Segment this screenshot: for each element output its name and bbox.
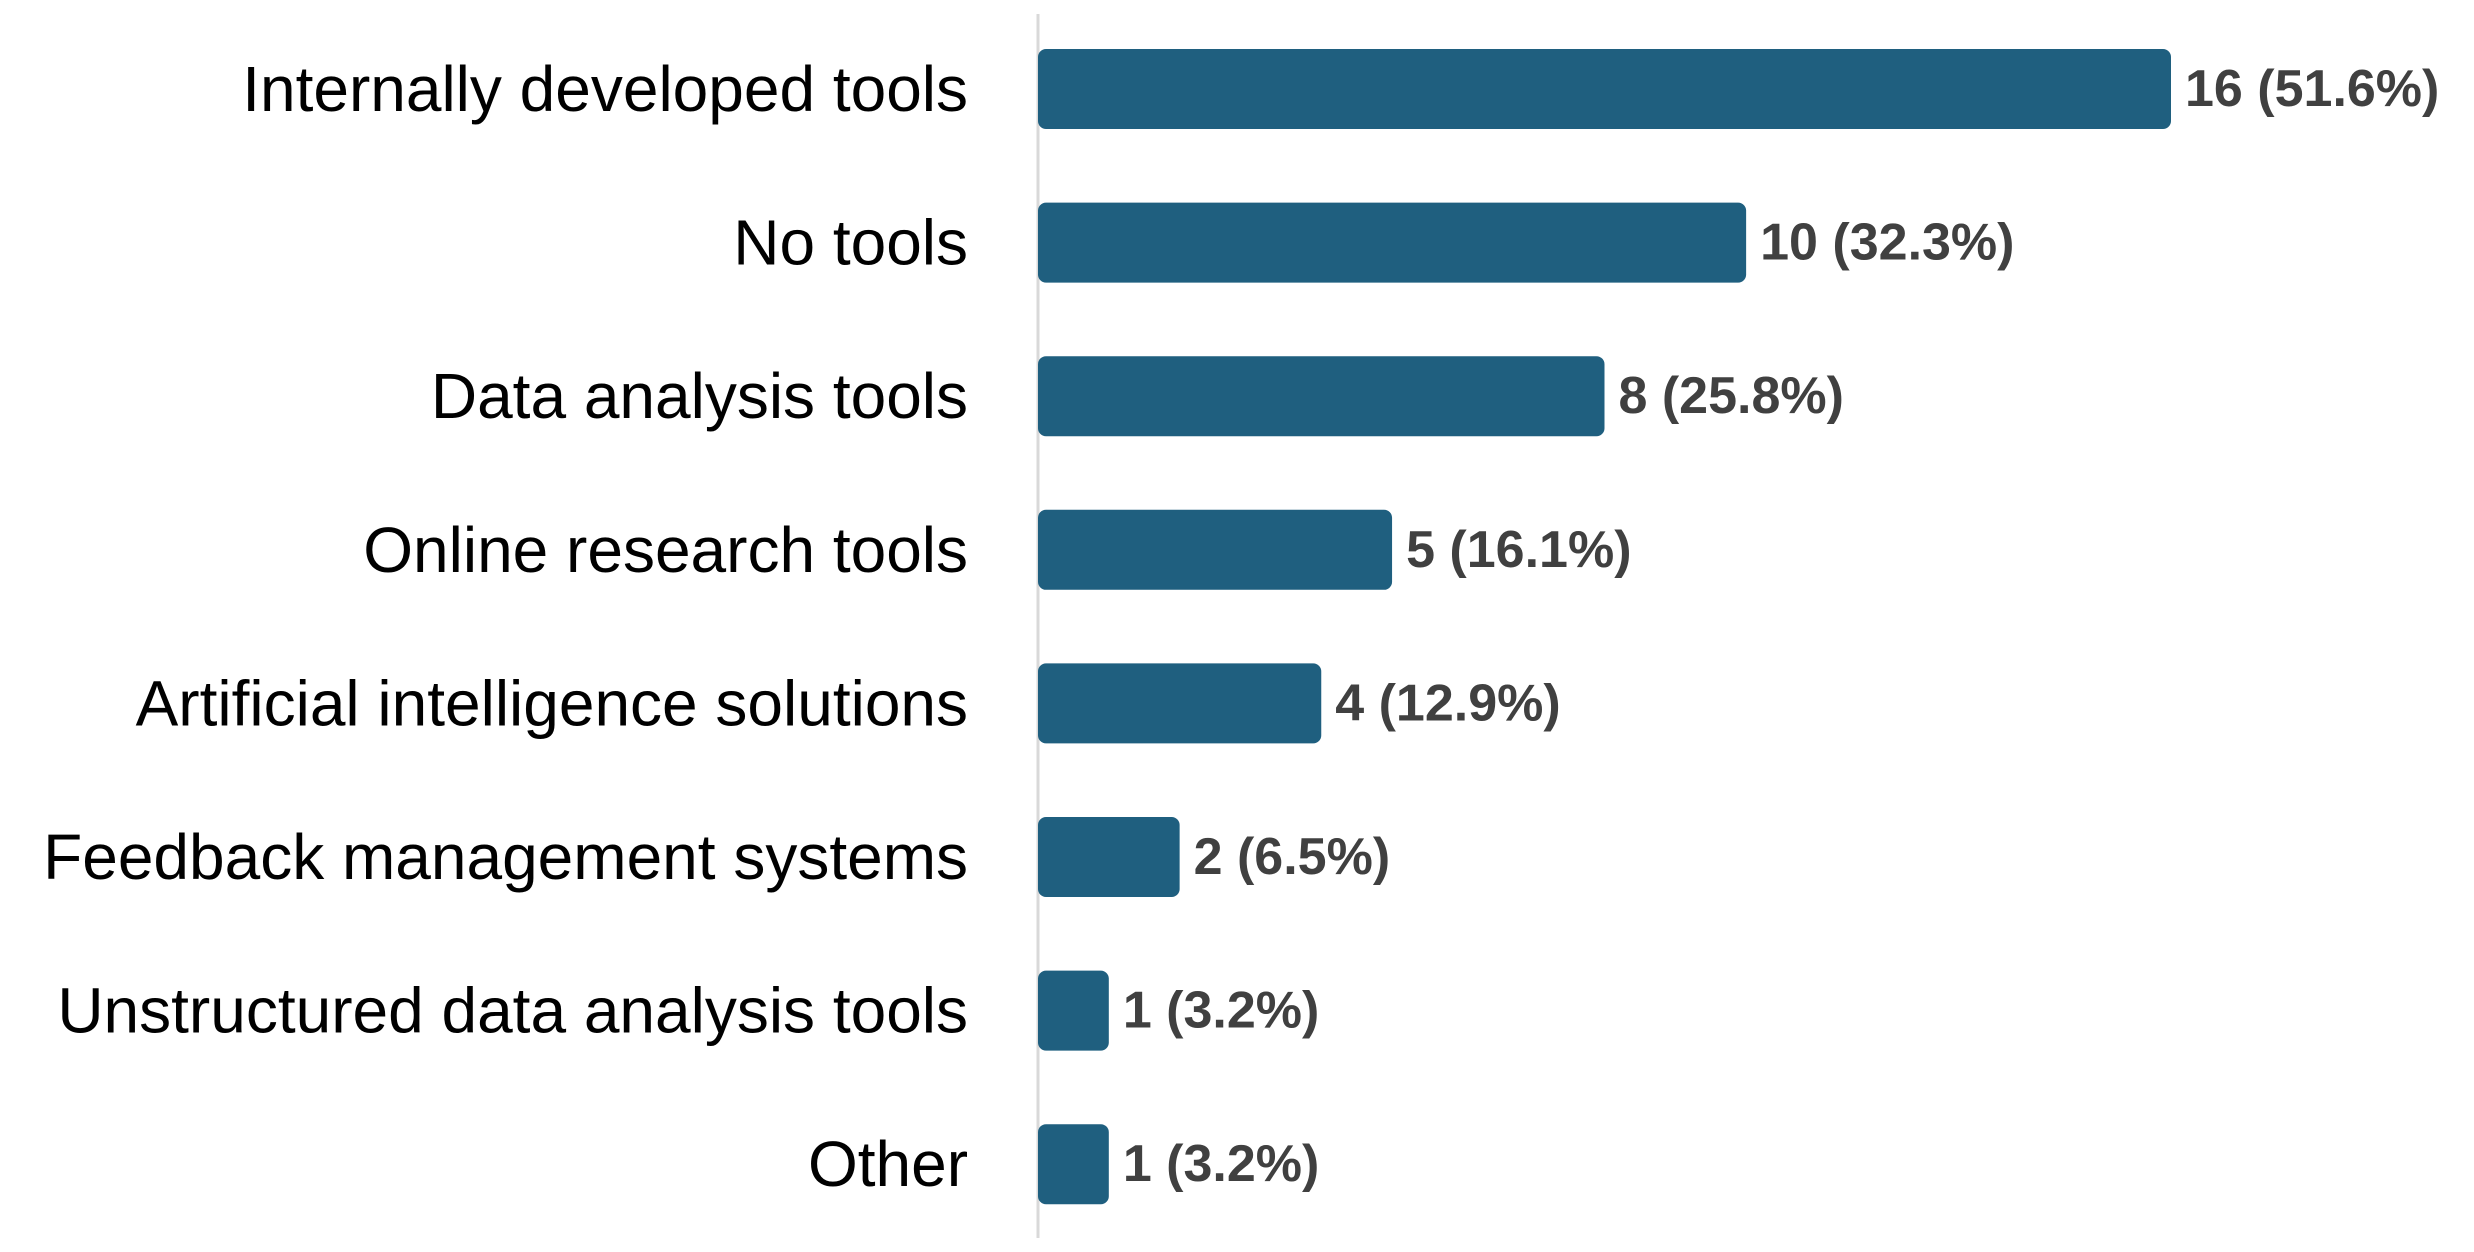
- category-label-feedback-management-systems: Feedback management systems: [43, 821, 968, 893]
- bar-no-tools: [1038, 202, 1747, 283]
- data-label-data-analysis-tools: 8 (25.8%): [1619, 367, 1844, 425]
- category-label-data-analysis-tools: Data analysis tools: [431, 360, 968, 432]
- bar-unstructured-data-analysis-tools: [1038, 970, 1109, 1051]
- bar-online-research-tools: [1038, 509, 1393, 590]
- data-label-internally-developed-tools: 16 (51.6%): [2185, 60, 2439, 118]
- category-label-no-tools: No tools: [733, 207, 968, 279]
- category-label-unstructured-data-analysis-tools: Unstructured data analysis tools: [57, 975, 968, 1047]
- bar-other: [1038, 1124, 1109, 1205]
- category-label-online-research-tools: Online research tools: [363, 514, 968, 586]
- data-labels: 16 (51.6%) 10 (32.3%) 8 (25.8%) 5 (16.1%) 4 …: [1123, 60, 2440, 1193]
- data-label-unstructured-data-analysis-tools: 1 (3.2%): [1123, 982, 1320, 1040]
- bar-feedback-management-systems: [1038, 817, 1180, 897]
- data-label-artificial-intelligence-solutions: 4 (12.9%): [1335, 674, 1560, 732]
- data-label-other: 1 (3.2%): [1123, 1135, 1320, 1193]
- category-label-artificial-intelligence-solutions: Artificial intelligence solutions: [136, 667, 968, 739]
- category-label-other: Other: [808, 1128, 968, 1200]
- bar-data-analysis-tools: [1038, 356, 1605, 437]
- category-label-internally-developed-tools: Internally developed tools: [242, 53, 968, 125]
- data-label-no-tools: 10 (32.3%): [1760, 214, 2014, 272]
- bar-internally-developed-tools: [1038, 49, 2171, 129]
- category-labels: Internally developed tools No tools Data a…: [43, 53, 968, 1200]
- bar-artificial-intelligence-solutions: [1038, 663, 1322, 744]
- data-label-feedback-management-systems: 2 (6.5%): [1194, 828, 1391, 886]
- data-label-online-research-tools: 5 (16.1%): [1406, 521, 1631, 579]
- bars: [1038, 49, 2171, 1205]
